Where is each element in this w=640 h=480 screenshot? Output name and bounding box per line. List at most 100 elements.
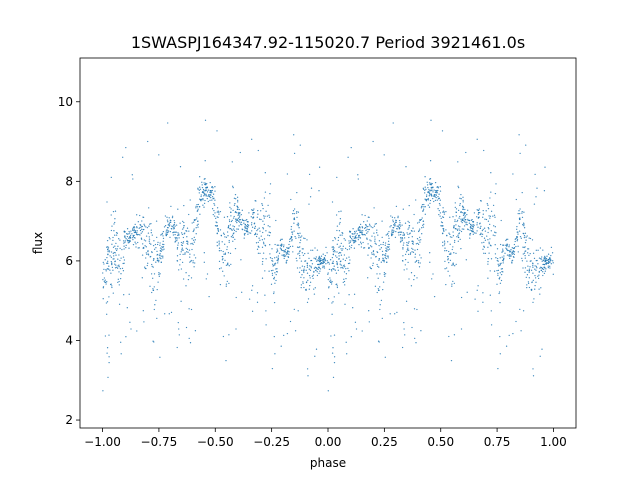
data-point	[339, 263, 341, 265]
data-point	[353, 230, 356, 233]
data-point	[128, 241, 130, 244]
data-point	[404, 334, 406, 336]
data-point	[180, 251, 182, 253]
data-point	[379, 248, 381, 250]
data-point	[106, 201, 108, 203]
data-point	[413, 278, 415, 281]
data-point	[115, 264, 117, 266]
data-point	[354, 321, 357, 323]
data-point	[262, 241, 265, 243]
data-point	[350, 336, 352, 338]
data-point	[483, 241, 485, 244]
data-point	[186, 251, 188, 253]
data-point	[256, 301, 259, 303]
data-point	[541, 268, 544, 270]
data-point	[431, 278, 433, 280]
data-point	[151, 291, 153, 294]
data-point	[361, 227, 364, 229]
data-point	[432, 273, 434, 275]
data-point	[508, 251, 511, 253]
data-point	[536, 187, 538, 189]
data-point	[459, 197, 461, 199]
data-point	[505, 247, 507, 249]
data-point	[517, 212, 519, 215]
data-point	[329, 259, 332, 261]
data-point	[313, 257, 315, 259]
data-point	[506, 244, 508, 246]
data-point	[424, 192, 426, 194]
data-point	[274, 243, 276, 246]
data-point	[522, 253, 524, 255]
data-point	[125, 246, 127, 249]
data-point	[332, 260, 334, 262]
data-point	[512, 255, 515, 258]
data-point	[270, 283, 273, 285]
data-point	[152, 277, 154, 279]
data-point	[419, 262, 421, 264]
data-point	[511, 253, 513, 255]
data-point	[266, 215, 269, 217]
data-point	[447, 255, 449, 258]
data-point	[343, 280, 346, 283]
data-point	[169, 230, 172, 233]
data-point	[119, 277, 122, 280]
data-point	[207, 189, 210, 191]
data-point	[418, 239, 420, 241]
data-point	[268, 214, 270, 216]
data-point	[189, 261, 191, 263]
data-point	[193, 219, 196, 221]
data-point	[230, 215, 232, 217]
data-point	[118, 238, 120, 240]
data-point	[389, 226, 391, 228]
data-point	[186, 230, 188, 232]
data-point	[470, 227, 473, 229]
data-point	[148, 207, 150, 209]
data-point	[310, 249, 312, 251]
data-point	[498, 292, 500, 295]
data-point	[170, 221, 172, 224]
data-point	[402, 234, 404, 236]
data-point	[418, 221, 420, 223]
data-point	[251, 230, 253, 232]
data-point	[538, 257, 541, 259]
data-point	[325, 263, 327, 265]
data-point	[111, 266, 114, 269]
y-tick-label: 2	[65, 413, 73, 427]
data-point	[237, 201, 239, 203]
data-point	[369, 239, 371, 241]
data-point	[368, 216, 370, 219]
data-point	[406, 249, 409, 251]
data-point	[246, 228, 248, 230]
data-point	[271, 274, 274, 276]
data-point	[483, 252, 485, 254]
data-point	[224, 243, 226, 245]
data-point	[366, 238, 368, 240]
data-point	[180, 241, 183, 244]
data-point	[340, 267, 342, 269]
data-point	[299, 246, 301, 248]
data-point	[273, 292, 275, 295]
data-point	[298, 227, 300, 229]
data-point	[524, 246, 526, 248]
data-point	[449, 243, 451, 245]
data-point	[255, 235, 258, 238]
data-point	[424, 205, 426, 208]
data-point	[520, 237, 522, 239]
data-point	[499, 353, 501, 355]
data-point	[322, 260, 325, 262]
data-point	[494, 226, 496, 228]
data-point	[429, 202, 431, 205]
data-point	[407, 228, 409, 230]
data-point	[482, 292, 484, 294]
data-point	[408, 221, 410, 224]
data-point	[305, 269, 307, 271]
data-point	[522, 267, 524, 269]
data-point	[274, 262, 277, 264]
data-point	[411, 326, 413, 329]
data-point	[331, 313, 333, 315]
data-point	[403, 328, 405, 330]
data-point	[262, 231, 264, 234]
data-point	[304, 237, 306, 240]
data-point	[144, 266, 146, 268]
data-point	[411, 251, 413, 253]
